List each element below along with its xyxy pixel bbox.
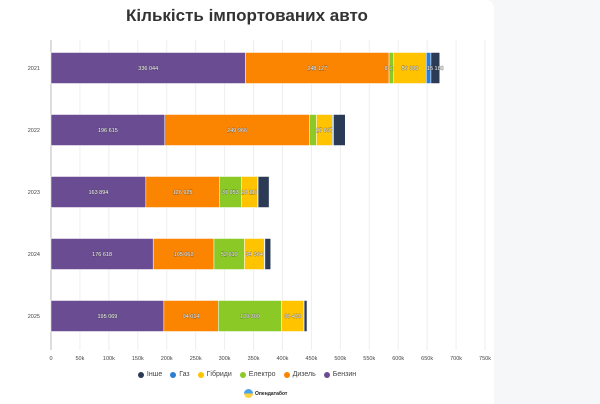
- x-tick-label: 700k: [450, 356, 462, 362]
- legend-marker-icon: [239, 371, 246, 378]
- data-label: 248 127: [307, 66, 327, 72]
- bar-segment: [303, 300, 308, 332]
- bar-segment: [50, 114, 166, 146]
- data-label: 126 925: [173, 190, 193, 196]
- bar-segment: [152, 238, 215, 270]
- x-tick-label: 300k: [219, 356, 231, 362]
- x-tick-label: 200k: [161, 356, 173, 362]
- data-label: 109 309: [240, 314, 260, 320]
- y-tick-label: 2021: [28, 66, 40, 72]
- bar-segment: [245, 52, 390, 84]
- y-tick-label: 2025: [28, 314, 40, 320]
- legend-marker-icon: [323, 371, 330, 378]
- x-tick-label: 400k: [276, 356, 288, 362]
- legend-item[interactable]: Інше: [137, 371, 163, 378]
- data-label: 196 615: [98, 128, 118, 134]
- bar-segment: [257, 176, 270, 208]
- bar-segment: [50, 52, 246, 84]
- data-label: 94 014: [183, 314, 200, 320]
- data-label: 38 483: [284, 314, 301, 320]
- bar-segment: [145, 176, 220, 208]
- data-label: 8 017: [384, 66, 398, 72]
- bar-segment: [163, 300, 219, 332]
- x-tick-label: 350k: [248, 356, 260, 362]
- bar-segment: [213, 238, 245, 270]
- data-label: 37 953: [222, 190, 239, 196]
- legend-label: Інше: [146, 371, 163, 378]
- logo-text: Опендатабот: [255, 390, 288, 397]
- data-label: 28 110: [241, 190, 257, 196]
- x-tick-label: 50k: [75, 356, 84, 362]
- data-label: 105 062: [174, 252, 194, 258]
- legend-marker-icon: [283, 371, 290, 378]
- x-tick-label: 100k: [103, 356, 115, 362]
- bar-segment: [333, 114, 346, 146]
- legend-item[interactable]: Електро: [239, 371, 276, 378]
- x-tick-label: 650k: [421, 356, 433, 362]
- data-label: 27 897: [316, 128, 333, 134]
- legend: Інше Газ Гібриди Електро Дизель Бензин: [0, 371, 494, 380]
- legend-label: Дизель: [292, 371, 316, 378]
- logo-icon: [244, 389, 253, 398]
- x-tick-label: 0: [49, 356, 52, 362]
- legend-label: Гібриди: [206, 371, 232, 378]
- y-tick-label: 2024: [28, 252, 40, 258]
- bar-segment: [50, 176, 147, 208]
- legend-item[interactable]: Бензин: [323, 371, 357, 378]
- legend-label: Бензин: [332, 371, 357, 378]
- bar-segment: [50, 238, 154, 270]
- bar-segment: [430, 52, 440, 84]
- chart-title: Кількість імпортованих авто: [126, 6, 368, 25]
- x-tick-label: 250k: [190, 356, 202, 362]
- x-tick-label: 150k: [132, 356, 144, 362]
- opendatabot-logo: Опендатабот: [244, 389, 287, 398]
- data-label: 163 894: [88, 190, 108, 196]
- y-tick-label: 2022: [28, 128, 40, 134]
- legend-item[interactable]: Гібриди: [197, 371, 232, 378]
- legend-marker-icon: [197, 371, 204, 378]
- data-label: 34 364: [246, 252, 263, 258]
- x-tick-label: 500k: [334, 356, 346, 362]
- data-label: 56 380: [402, 66, 419, 72]
- legend-label: Газ: [179, 371, 190, 378]
- data-label: 176 618: [92, 252, 112, 258]
- legend-item[interactable]: Дизель: [283, 371, 316, 378]
- data-label: 336 044: [138, 66, 158, 72]
- bar-segment: [264, 238, 271, 270]
- legend-item[interactable]: Газ: [170, 371, 190, 378]
- bar-segment: [393, 52, 427, 84]
- data-label: 52 610: [221, 252, 238, 258]
- legend-marker-icon: [137, 371, 144, 378]
- x-tick-label: 550k: [363, 356, 375, 362]
- legend-label: Електро: [248, 371, 276, 378]
- bar-segment: [164, 114, 310, 146]
- data-label: 249 966: [227, 128, 247, 134]
- x-tick-label: 450k: [305, 356, 317, 362]
- x-tick-label: 750k: [479, 356, 491, 362]
- data-label: 15 183: [427, 66, 444, 72]
- legend-marker-icon: [170, 371, 177, 378]
- data-label: 195 069: [97, 314, 117, 320]
- x-tick-label: 600k: [392, 356, 404, 362]
- y-tick-label: 2023: [28, 190, 40, 196]
